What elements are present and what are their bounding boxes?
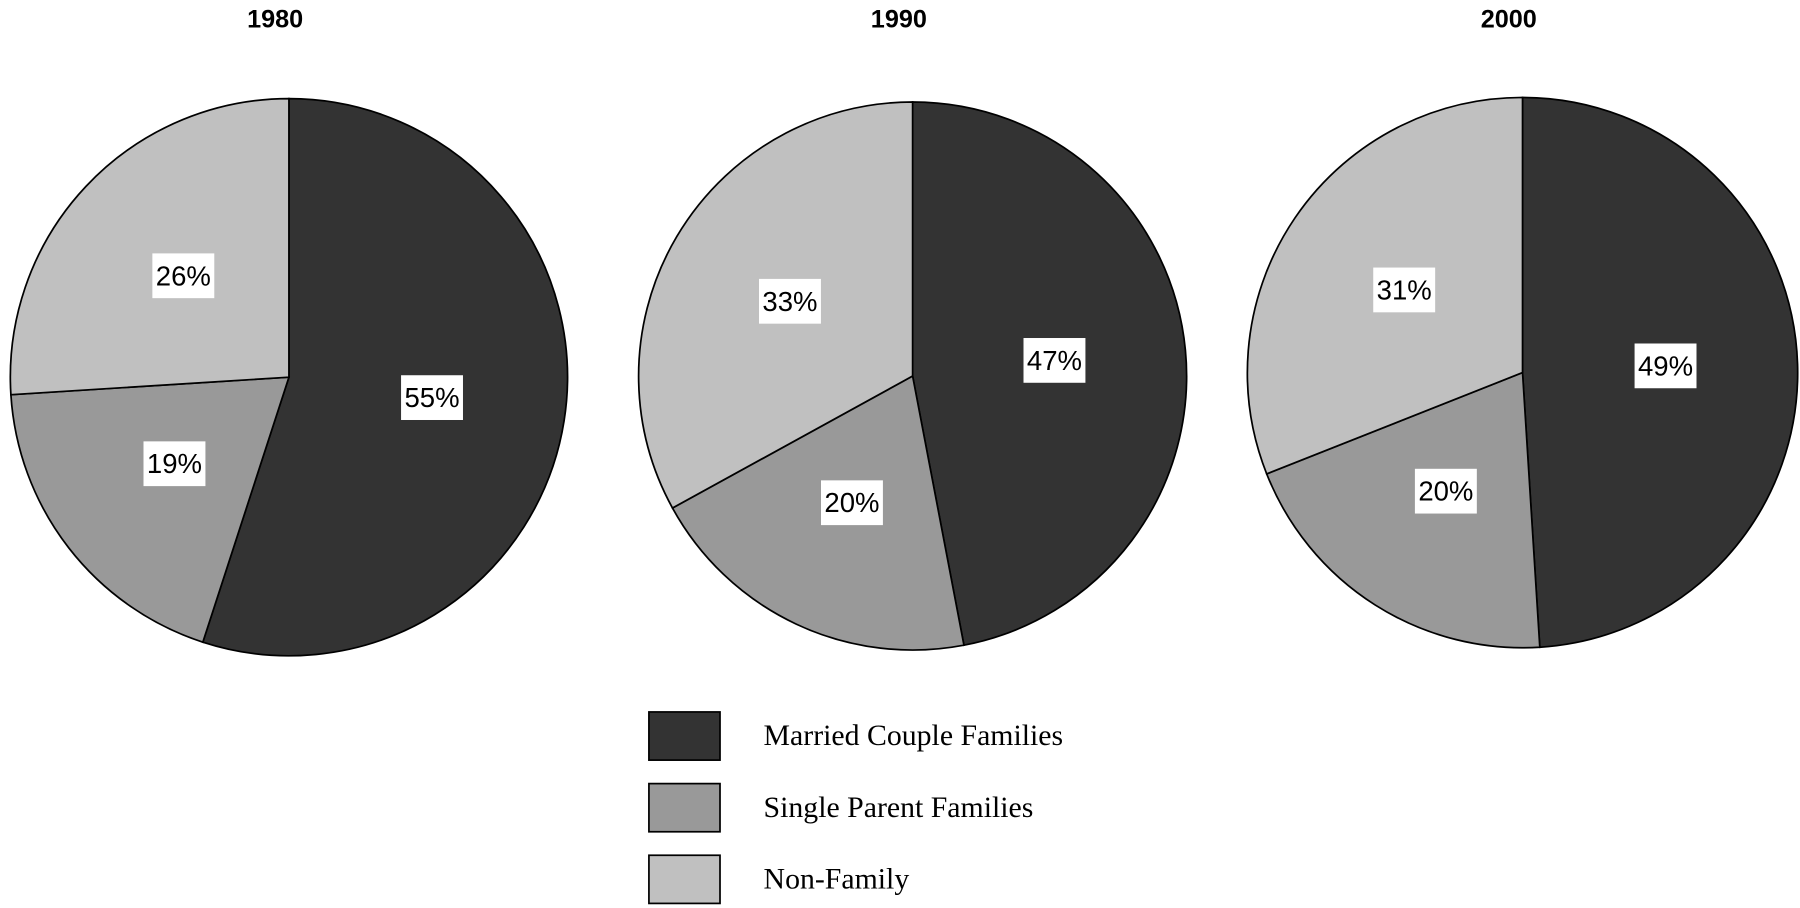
pie-slice (1265, 371, 1541, 649)
legend-label: Single Parent Families (764, 791, 1034, 824)
value-label-bg (1023, 338, 1086, 383)
pie-slice (9, 97, 290, 396)
chart-title: 1990 (871, 6, 927, 34)
legend-label: Married Couple Families (764, 719, 1064, 752)
value-label-bg (820, 480, 883, 526)
pie-slice (201, 97, 569, 657)
legend-swatch (648, 711, 721, 761)
pie-slice (9, 376, 291, 644)
value-label: 33% (762, 286, 817, 317)
value-label: 55% (404, 382, 459, 413)
value-label: 47% (1027, 345, 1082, 376)
value-label: 26% (156, 260, 211, 291)
value-label: 19% (147, 448, 202, 479)
legend-label: Non-Family (764, 862, 910, 895)
value-label-bg (152, 253, 215, 299)
legend-swatch (648, 854, 721, 905)
value-label-bg (1634, 343, 1697, 389)
value-label-bg (143, 441, 206, 487)
value-label-bg (1373, 267, 1436, 313)
value-label-bg (401, 375, 463, 420)
chart-title: 1980 (247, 6, 303, 34)
value-label: 20% (1418, 476, 1473, 507)
value-label: 20% (824, 487, 879, 518)
value-label-bg (759, 278, 821, 324)
pie-slice (671, 374, 965, 651)
value-label-bg (1414, 468, 1477, 514)
value-label: 31% (1377, 274, 1432, 305)
value-label: 49% (1638, 350, 1693, 381)
legend-swatch (648, 782, 721, 833)
chart-title: 2000 (1481, 6, 1537, 34)
